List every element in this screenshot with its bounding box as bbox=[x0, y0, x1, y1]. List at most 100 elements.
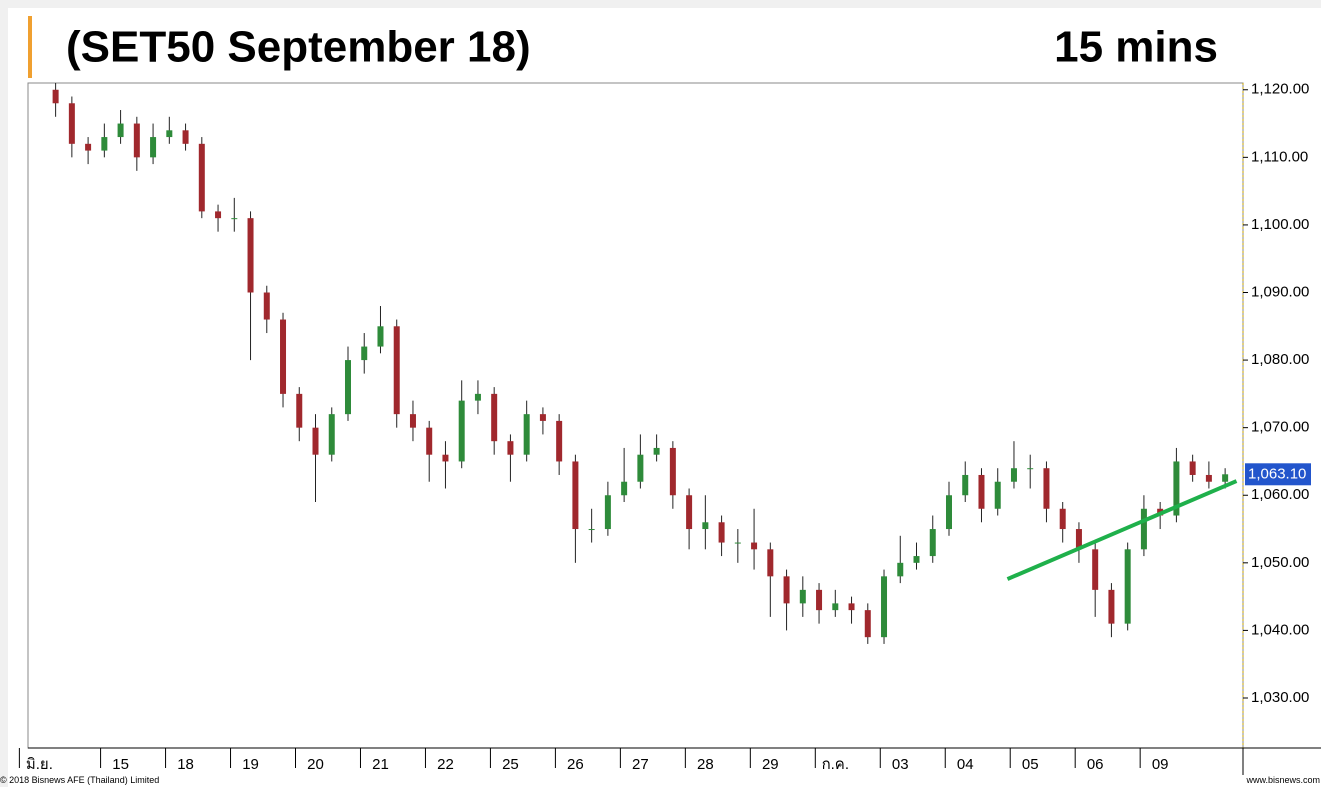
candle-body bbox=[458, 400, 465, 462]
candle-body bbox=[133, 123, 140, 158]
x-tick-label: 18 bbox=[177, 756, 194, 773]
candle-body bbox=[1027, 468, 1034, 470]
candle-body bbox=[166, 130, 173, 138]
footer-right: www.bisnews.com bbox=[1245, 775, 1320, 785]
x-tick-label: มิ.ย. bbox=[26, 756, 53, 773]
x-tick-label: 22 bbox=[437, 756, 454, 773]
chart-subtitle: 15 mins bbox=[1054, 23, 1218, 72]
candle-body bbox=[474, 393, 481, 401]
candle-body bbox=[945, 495, 952, 530]
x-tick-label: 06 bbox=[1087, 756, 1104, 773]
candle-body bbox=[1059, 508, 1066, 530]
x-tick-label: 25 bbox=[502, 756, 519, 773]
candle-body bbox=[117, 123, 124, 138]
candle-body bbox=[296, 393, 303, 428]
candle-body bbox=[280, 319, 287, 394]
candle-body bbox=[215, 211, 222, 219]
candle-body bbox=[523, 414, 530, 455]
candle-body bbox=[718, 522, 725, 543]
last-price-box bbox=[1245, 463, 1311, 486]
candle-body bbox=[686, 495, 693, 530]
candle-body bbox=[604, 495, 611, 530]
y-tick-label: 1,110.00 bbox=[1251, 148, 1308, 165]
candle-body bbox=[328, 414, 335, 455]
candle-body bbox=[702, 522, 709, 530]
candle-body bbox=[751, 542, 758, 550]
candle-body bbox=[1075, 529, 1082, 550]
candle-body bbox=[881, 576, 888, 638]
x-tick-label: 15 bbox=[112, 756, 129, 773]
candle-body bbox=[767, 549, 774, 577]
last-price-label: 1,063.10 bbox=[1248, 465, 1306, 482]
candle-body bbox=[799, 589, 806, 604]
candle-body bbox=[588, 529, 595, 531]
footer-left: © 2018 Bisnews AFE (Thailand) Limited bbox=[0, 775, 159, 785]
candle-body bbox=[978, 474, 985, 509]
candle-body bbox=[101, 137, 108, 151]
candle-body bbox=[653, 447, 660, 455]
x-tick-label: ก.ค. bbox=[822, 756, 849, 773]
y-tick-label: 1,060.00 bbox=[1251, 486, 1309, 503]
candle-body bbox=[864, 610, 871, 638]
candle-body bbox=[669, 447, 676, 496]
candle-body bbox=[1189, 461, 1196, 475]
candle-body bbox=[929, 529, 936, 557]
candle-body bbox=[198, 143, 205, 212]
candle-body bbox=[426, 427, 433, 455]
candle-body bbox=[1205, 474, 1212, 482]
x-tick-label: 28 bbox=[697, 756, 714, 773]
x-tick-label: 04 bbox=[957, 756, 974, 773]
candle-body bbox=[1124, 549, 1131, 624]
candle-body bbox=[994, 481, 1001, 509]
x-tick-label: 21 bbox=[372, 756, 389, 773]
candle-body bbox=[848, 603, 855, 611]
x-tick-label: 27 bbox=[632, 756, 649, 773]
candle-body bbox=[637, 454, 644, 482]
candle-body bbox=[393, 326, 400, 415]
candle-body bbox=[1043, 468, 1050, 509]
candle-body bbox=[247, 218, 254, 293]
title-accent bbox=[28, 16, 32, 78]
y-tick-label: 1,100.00 bbox=[1251, 216, 1309, 233]
candle-body bbox=[1140, 508, 1147, 550]
candle-body bbox=[442, 454, 449, 462]
y-tick-label: 1,040.00 bbox=[1251, 621, 1309, 638]
y-tick-label: 1,120.00 bbox=[1251, 81, 1309, 98]
candle-body bbox=[816, 589, 823, 611]
candle-body bbox=[377, 326, 384, 347]
candle-body bbox=[52, 89, 59, 104]
candle-body bbox=[68, 103, 75, 144]
candle-body bbox=[361, 346, 368, 361]
x-tick-label: 29 bbox=[762, 756, 779, 773]
candle-body bbox=[1010, 468, 1017, 482]
candle-body bbox=[85, 143, 92, 151]
candle-body bbox=[231, 218, 238, 220]
trendline bbox=[1006, 479, 1238, 581]
x-tick-label: 20 bbox=[307, 756, 324, 773]
candle-body bbox=[507, 441, 514, 455]
x-tick-label: 19 bbox=[242, 756, 259, 773]
chart-background bbox=[8, 8, 1321, 787]
y-tick-label: 1,090.00 bbox=[1251, 283, 1309, 300]
candle-body bbox=[913, 556, 920, 563]
candle-body bbox=[734, 542, 741, 544]
candle-body bbox=[491, 393, 498, 442]
y-tick-label: 1,080.00 bbox=[1251, 351, 1309, 368]
candle-body bbox=[897, 562, 904, 577]
candle-body bbox=[783, 576, 790, 604]
candle-body bbox=[1108, 589, 1115, 624]
y-tick-label: 1,030.00 bbox=[1251, 689, 1309, 706]
candle-body bbox=[556, 420, 563, 462]
candle-body bbox=[409, 414, 416, 428]
candle-body bbox=[1092, 549, 1099, 590]
x-tick-label: 03 bbox=[892, 756, 909, 773]
candle-body bbox=[539, 414, 546, 421]
candle-body bbox=[962, 474, 969, 496]
candle-body bbox=[344, 360, 351, 415]
y-tick-label: 1,050.00 bbox=[1251, 554, 1309, 571]
candle-body bbox=[263, 292, 270, 320]
x-tick-label: 09 bbox=[1152, 756, 1169, 773]
chart-title: (SET50 September 18) bbox=[66, 23, 531, 72]
candle-body bbox=[312, 427, 319, 455]
